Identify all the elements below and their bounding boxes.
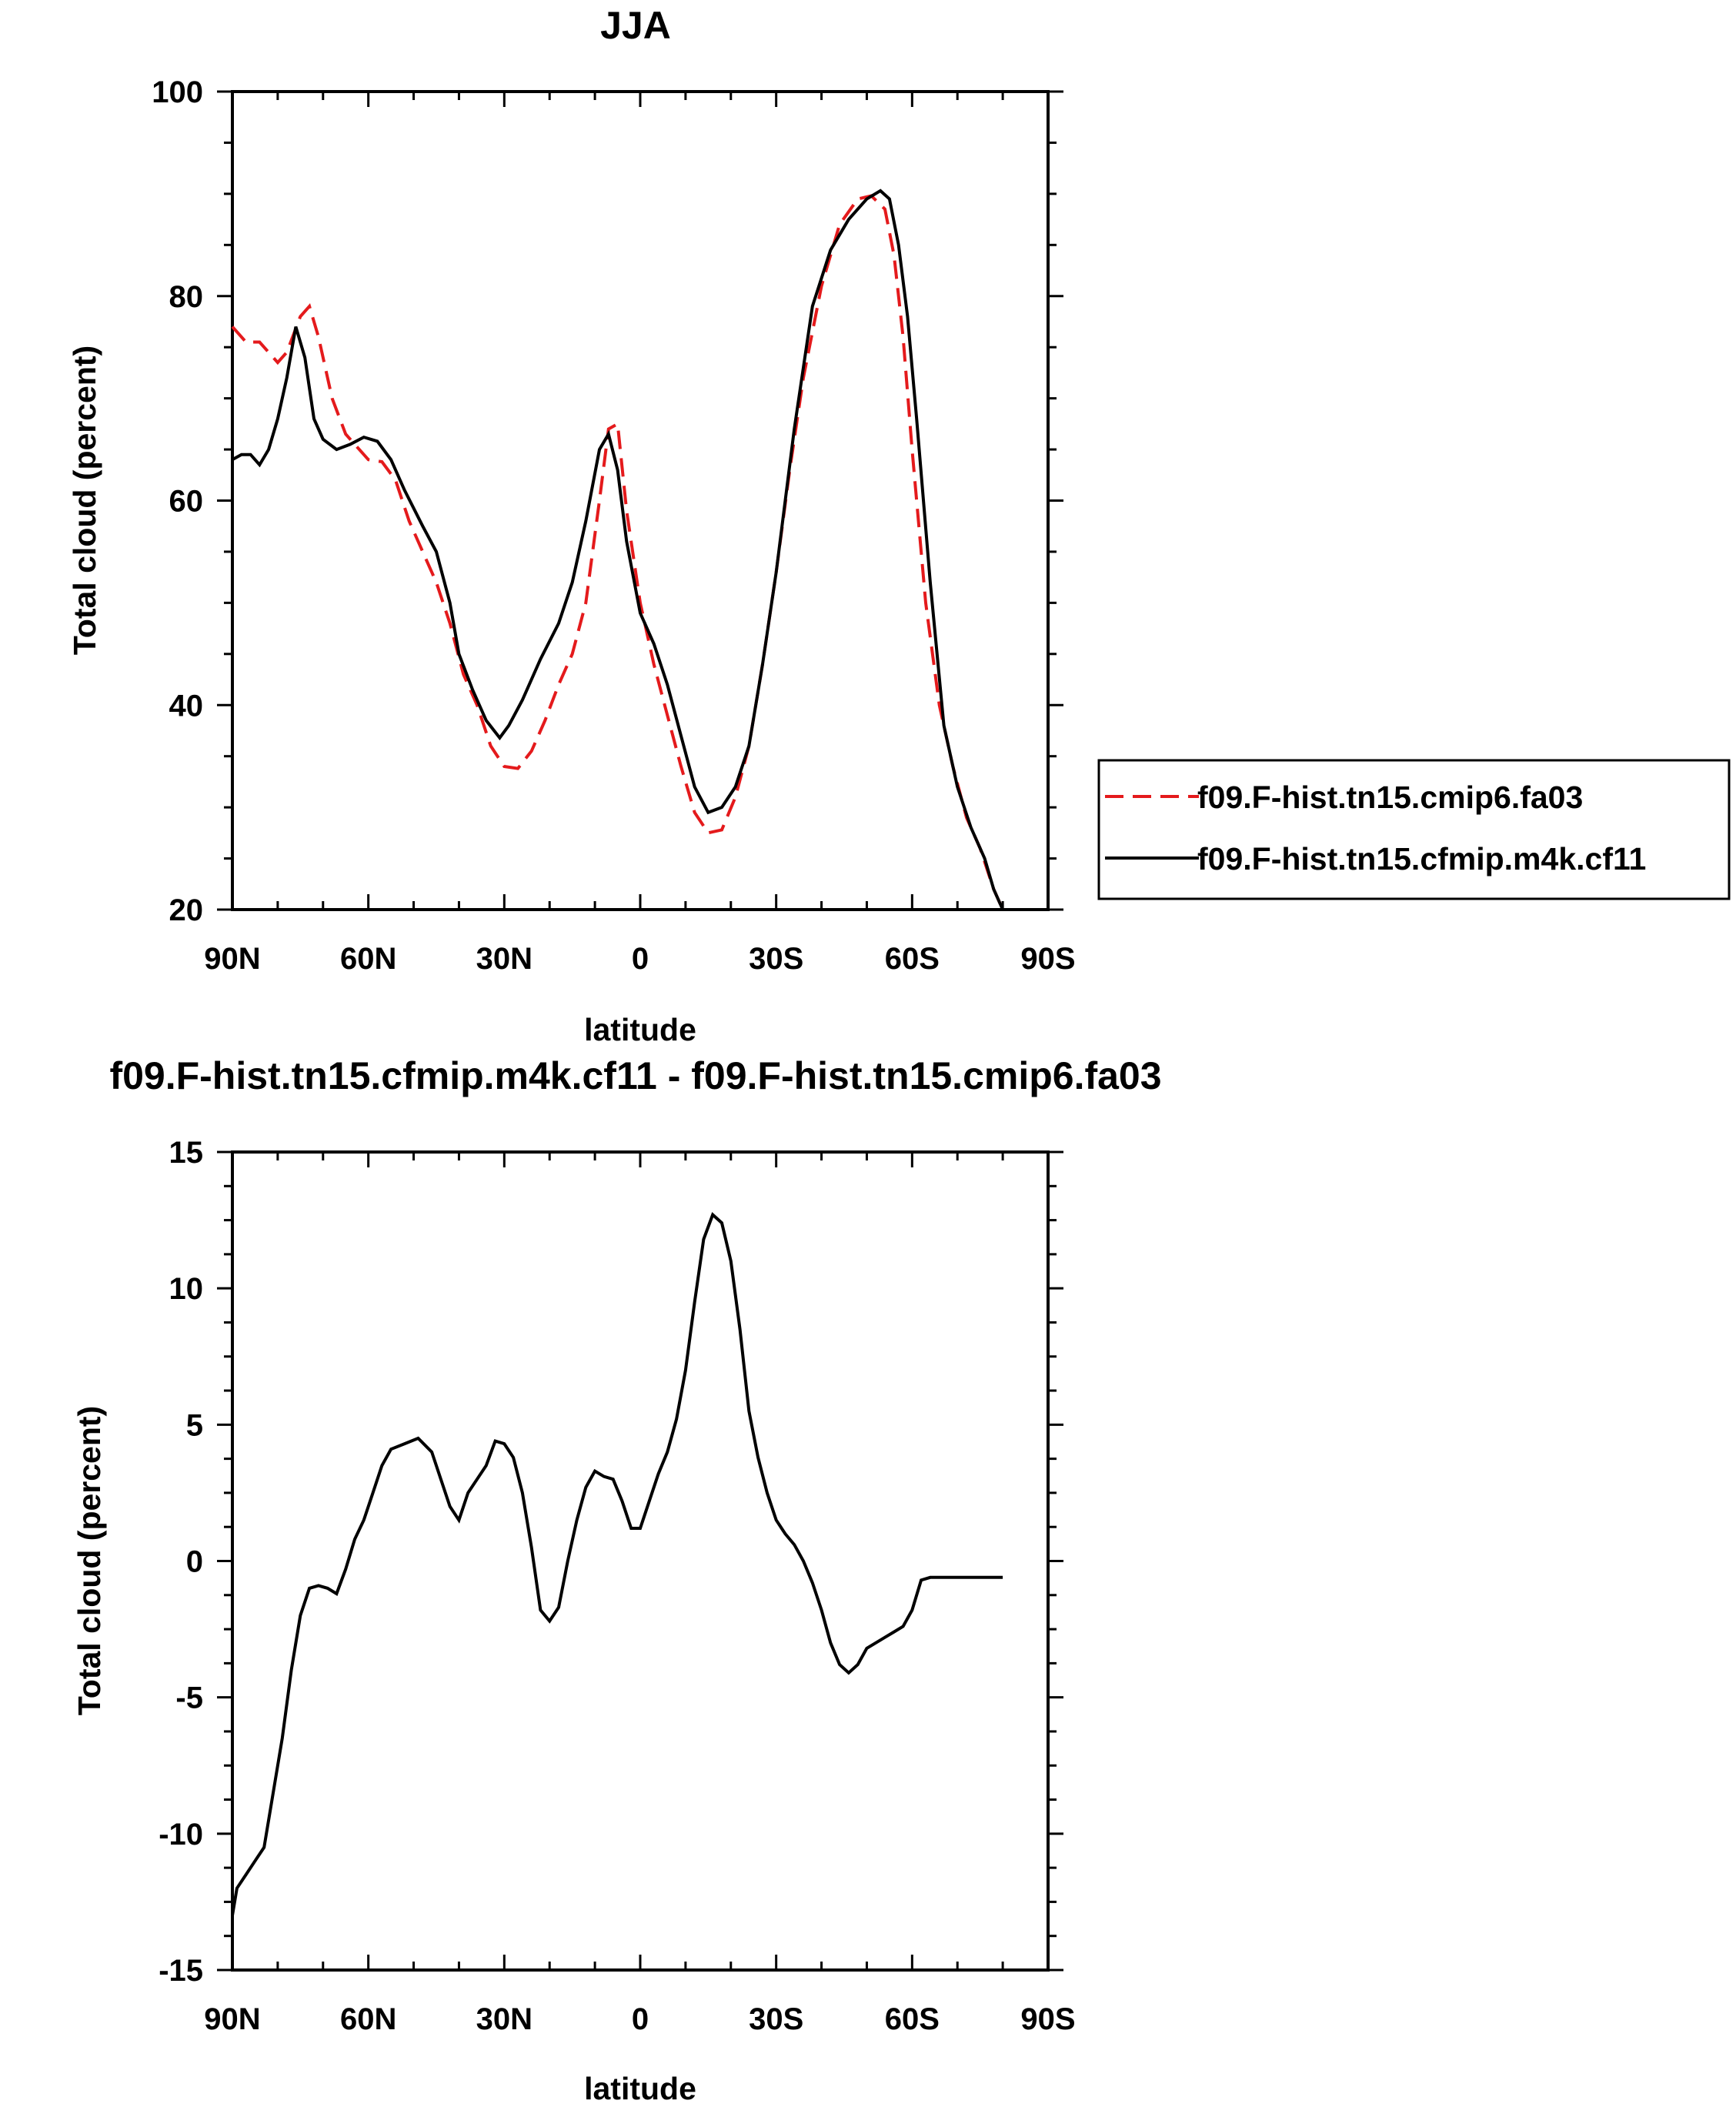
y-tick-label: 20 [169,893,204,927]
bottom-series-group [231,1212,1003,1916]
y-tick-label: -10 [159,1818,203,1852]
x-tick-label: 60S [885,2002,940,2036]
top-x-axis-label: latitude [584,1012,696,1047]
y-tick-label: 40 [169,689,204,723]
x-tick-label: 30N [476,2002,532,2036]
x-tick-label: 0 [632,942,649,976]
y-tick-label: 10 [169,1272,204,1306]
bottom-ticks: 90N 60N 30N 0 30S 60S 90S -15 -10 -5 0 5 10 15 [159,1136,1075,2036]
top-series-group [231,189,1004,910]
legend-label-cfmip-m4k-cf11: f09.F-hist.tn15.cfmip.m4k.cf11 [1197,841,1646,877]
bottom-y-axis-label: Total cloud (percent) [72,1406,107,1715]
y-tick-label: 5 [186,1408,203,1442]
x-tick-label: 90N [204,2002,260,2036]
y-tick-label: -5 [175,1681,203,1715]
top-y-axis-label: Total cloud (percent) [67,346,102,655]
top-ticks: 90N 60N 30N 0 30S 60S 90S 20 40 60 80 100 [152,75,1075,976]
y-tick-label: -15 [159,1954,203,1988]
bottom-chart-title: f09.F-hist.tn15.cfmip.m4k.cf11 - f09.F-h… [109,1054,1161,1097]
y-tick-label: 15 [169,1136,204,1170]
top-chart-title: JJA [600,4,671,47]
series-line-difference [231,1212,1003,1916]
y-tick-label: 100 [152,75,203,109]
legend-label-cmip6-fa03: f09.F-hist.tn15.cmip6.fa03 [1197,780,1583,815]
x-tick-label: 90N [204,942,260,976]
x-tick-label: 60N [340,942,396,976]
legend-box [1097,759,1731,900]
bottom-plot-frame [231,1150,1050,1972]
x-tick-label: 30S [749,942,803,976]
x-tick-label: 30S [749,2002,803,2036]
y-tick-label: 0 [186,1545,203,1579]
bottom-x-axis-label: latitude [584,2071,696,2106]
bottom-chart: f09.F-hist.tn15.cfmip.m4k.cf11 - f09.F-h… [72,1054,1162,2106]
y-tick-label: 80 [169,280,204,314]
x-tick-label: 90S [1020,2002,1075,2036]
series-line-cmip6-fa03 [231,194,1004,910]
x-tick-label: 60N [340,2002,396,2036]
x-tick-label: 90S [1020,942,1075,976]
y-tick-label: 60 [169,485,204,519]
x-tick-label: 30N [476,942,532,976]
top-chart: JJA 90N 60N 30N 0 30S 60S 90S 20 40 60 80 100 latit… [67,4,1731,1047]
legend: f09.F-hist.tn15.cmip6.fa03 f09.F-hist.tn… [1097,759,1731,900]
x-tick-label: 0 [632,2002,649,2036]
top-plot-frame [231,90,1050,911]
series-line-cfmip-m4k-cf11 [232,189,1004,910]
x-tick-label: 60S [885,942,940,976]
